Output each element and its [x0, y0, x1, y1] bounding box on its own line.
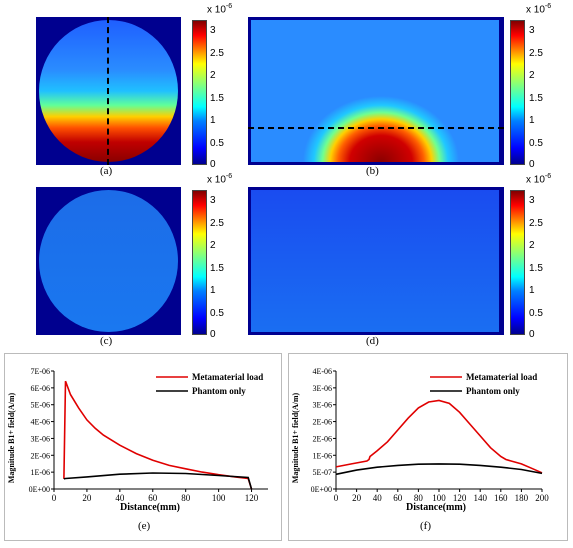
y-tick-label: 1E-06 — [30, 468, 50, 477]
y-tick-label: 5E-06 — [30, 401, 50, 410]
x-tick-label: 80 — [414, 493, 424, 503]
x-tick-label: 120 — [245, 493, 259, 503]
field-map-c — [36, 187, 181, 335]
colorbar-a — [192, 20, 207, 165]
series-line-phantom-only — [335, 463, 543, 476]
field-map-b — [248, 17, 504, 165]
caption-f: (f) — [420, 520, 431, 532]
line-chart-e: 0 20 40 60 80 100 120 0E+00 1E-06 2E-06 3E-06 4E-06… — [7, 367, 268, 513]
colorbar-exponent-b: x 10-6 — [526, 3, 552, 16]
y-tick-label: 4E-06 — [312, 367, 332, 376]
y-tick-label: 0E+00 — [311, 485, 332, 494]
y-tick-label: 3E-06 — [312, 401, 332, 410]
colorbar-exponent-d: x 10-6 — [526, 173, 552, 186]
colorbar-b — [510, 20, 525, 165]
caption-d: (d) — [366, 335, 379, 347]
legend-label: Metamaterial load — [466, 372, 537, 382]
x-tick-label: 80 — [181, 493, 191, 503]
colorbar-c — [192, 190, 207, 335]
cut-line-vertical — [107, 17, 109, 165]
legend-label: Phantom only — [466, 386, 520, 396]
x-tick-label: 0 — [334, 493, 339, 503]
x-tick-label: 180 — [515, 493, 529, 503]
phantom-body-b — [251, 20, 499, 162]
y-tick-label: 1E-06 — [312, 451, 332, 460]
x-tick-label: 60 — [148, 493, 158, 503]
x-tick-label: 40 — [115, 493, 125, 503]
colorbar-exponent-c: x 10-6 — [207, 173, 233, 186]
chart-panel-e — [4, 353, 282, 541]
y-tick-label: 5E-07 — [312, 468, 332, 477]
y-tick-label: 2E-06 — [312, 418, 332, 427]
x-tick-label: 20 — [352, 493, 362, 503]
y-tick-label: 4E-06 — [30, 418, 50, 427]
colorbar-exponent-a: x 10-6 — [207, 3, 233, 16]
x-axis-label-e: Distance(mm) — [120, 502, 180, 513]
field-map-d — [248, 187, 504, 335]
colorbar-d — [510, 190, 525, 335]
x-tick-label: 20 — [82, 493, 92, 503]
y-tick-label: 0E+00 — [29, 485, 50, 494]
x-tick-label: 100 — [212, 493, 226, 503]
x-tick-label: 100 — [432, 493, 446, 503]
field-map-a — [36, 17, 181, 165]
phantom-body-d — [251, 190, 499, 332]
series-line-phantom-only — [63, 472, 253, 490]
x-tick-label: 200 — [535, 493, 549, 503]
caption-e: (e) — [138, 520, 151, 532]
caption-c: (c) — [100, 335, 113, 347]
legend-label: Metamaterial load — [192, 372, 263, 382]
series-line-metamaterial-load — [335, 399, 543, 474]
caption-a: (a) — [100, 165, 113, 177]
y-tick-label: 7E-06 — [30, 367, 50, 376]
line-chart-f: 0 20 40 60 80 100 120 140 160 180 200 0E+00 5E-07 1E-… — [291, 367, 549, 513]
x-tick-label: 120 — [453, 493, 467, 503]
y-tick-label: 3E-06 — [312, 384, 332, 393]
y-axis-label-e: Magnitude B1+ field(A/m) — [7, 393, 16, 484]
x-tick-label: 40 — [373, 493, 383, 503]
x-tick-label: 140 — [473, 493, 487, 503]
y-tick-label: 2E-06 — [30, 451, 50, 460]
legend-label: Phantom only — [192, 386, 246, 396]
cut-line-horizontal — [248, 127, 504, 129]
phantom-disc-c — [39, 190, 178, 332]
chart-panel-f — [288, 353, 568, 541]
y-axis-label-f: Magnitude B1+ field(A/m) — [291, 393, 300, 484]
x-tick-label: 0 — [52, 493, 57, 503]
x-tick-label: 160 — [494, 493, 508, 503]
y-tick-label: 2E-06 — [312, 434, 332, 443]
y-tick-label: 3E-06 — [30, 434, 50, 443]
y-tick-label: 6E-06 — [30, 384, 50, 393]
x-tick-label: 60 — [393, 493, 403, 503]
caption-b: (b) — [366, 165, 379, 177]
x-axis-label-f: Distance(mm) — [406, 502, 466, 513]
